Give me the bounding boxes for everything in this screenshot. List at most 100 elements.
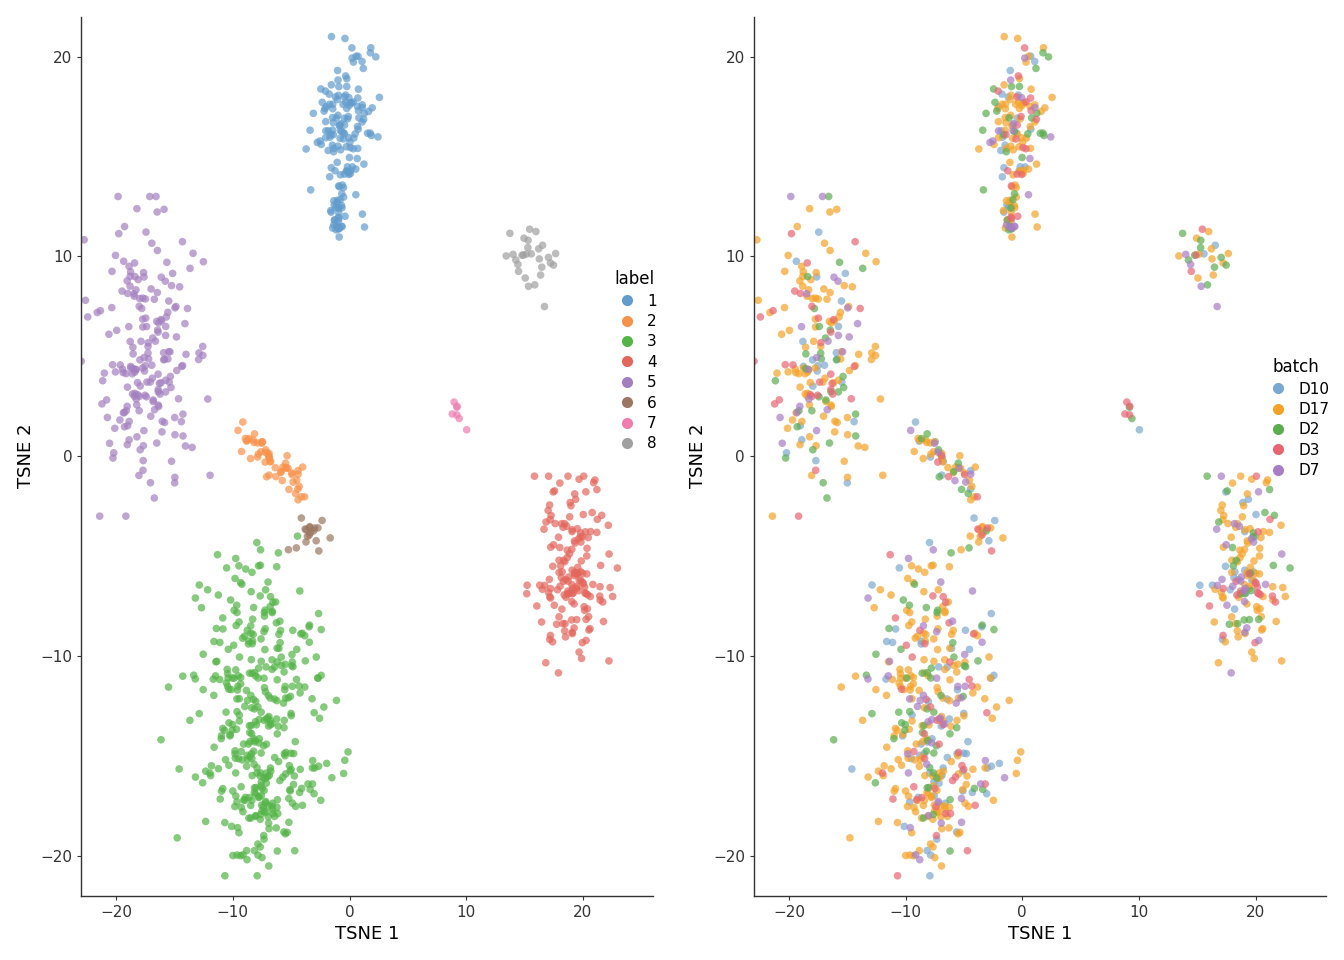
Point <box>124 286 145 301</box>
Point <box>302 777 324 792</box>
Point <box>243 600 265 615</box>
Point <box>903 780 925 795</box>
Point <box>972 520 993 536</box>
Point <box>241 687 262 703</box>
Point <box>224 746 246 761</box>
Point <box>1189 232 1211 248</box>
Point <box>292 626 313 641</box>
Point <box>292 460 313 475</box>
Point <box>750 309 771 324</box>
Point <box>910 736 931 752</box>
Point <box>814 371 836 386</box>
Point <box>347 99 368 114</box>
Point <box>864 348 886 363</box>
Point <box>993 160 1015 176</box>
Point <box>887 868 909 883</box>
Point <box>833 278 855 294</box>
Point <box>212 611 234 626</box>
Point <box>1224 564 1246 580</box>
Point <box>980 670 1001 685</box>
Point <box>327 62 348 78</box>
Point <box>253 831 274 847</box>
Point <box>269 627 290 642</box>
Point <box>903 676 925 691</box>
Point <box>938 711 960 727</box>
Point <box>907 562 929 577</box>
Point <box>129 291 151 306</box>
Point <box>870 392 891 407</box>
Point <box>930 574 952 589</box>
Point <box>746 232 767 248</box>
Point <box>888 561 910 576</box>
Point <box>1011 167 1032 182</box>
Point <box>913 798 934 813</box>
Point <box>1236 536 1258 551</box>
Point <box>554 616 575 632</box>
Point <box>286 672 308 687</box>
Point <box>1245 635 1266 650</box>
Point <box>560 583 582 598</box>
Point <box>571 651 593 666</box>
Point <box>253 624 274 639</box>
Point <box>1220 553 1242 568</box>
Point <box>809 319 831 334</box>
Point <box>800 387 821 402</box>
Point <box>1236 596 1258 612</box>
Point <box>1243 572 1265 588</box>
Point <box>310 622 332 637</box>
Point <box>923 434 945 449</box>
Point <box>929 711 950 727</box>
Point <box>164 427 185 443</box>
Point <box>810 346 832 361</box>
Point <box>878 668 899 684</box>
Point <box>367 130 388 145</box>
Point <box>1005 189 1027 204</box>
Point <box>133 269 155 284</box>
Point <box>1204 259 1226 275</box>
Point <box>1220 530 1242 545</box>
Point <box>1215 635 1236 650</box>
Point <box>228 825 250 840</box>
Point <box>148 384 169 399</box>
Point <box>956 474 977 490</box>
Point <box>258 468 280 483</box>
Point <box>327 108 348 123</box>
Point <box>930 688 952 704</box>
Point <box>358 104 379 119</box>
Point <box>1009 79 1031 94</box>
Point <box>918 714 939 730</box>
Point <box>930 858 952 874</box>
Point <box>575 633 597 648</box>
Point <box>103 420 125 436</box>
Point <box>1001 79 1023 94</box>
Point <box>90 303 112 319</box>
Point <box>999 196 1020 211</box>
Point <box>899 820 921 835</box>
Point <box>899 605 921 620</box>
Point <box>323 193 344 208</box>
Point <box>992 97 1013 112</box>
Point <box>1008 139 1030 155</box>
Point <box>159 374 180 390</box>
Point <box>828 327 849 343</box>
Point <box>278 690 300 706</box>
Point <box>926 831 948 847</box>
Point <box>762 509 784 524</box>
Point <box>325 110 347 126</box>
Point <box>931 468 953 483</box>
Point <box>892 592 914 608</box>
Point <box>353 219 375 234</box>
Point <box>308 758 329 774</box>
Point <box>1025 60 1047 76</box>
Point <box>1230 550 1251 565</box>
Point <box>1246 576 1267 591</box>
Point <box>208 761 230 777</box>
Point <box>321 77 343 92</box>
Point <box>1239 581 1261 596</box>
Point <box>247 446 269 462</box>
Point <box>224 788 246 804</box>
Point <box>1192 222 1214 237</box>
Point <box>571 565 593 581</box>
Point <box>224 765 246 780</box>
Point <box>980 670 1001 685</box>
